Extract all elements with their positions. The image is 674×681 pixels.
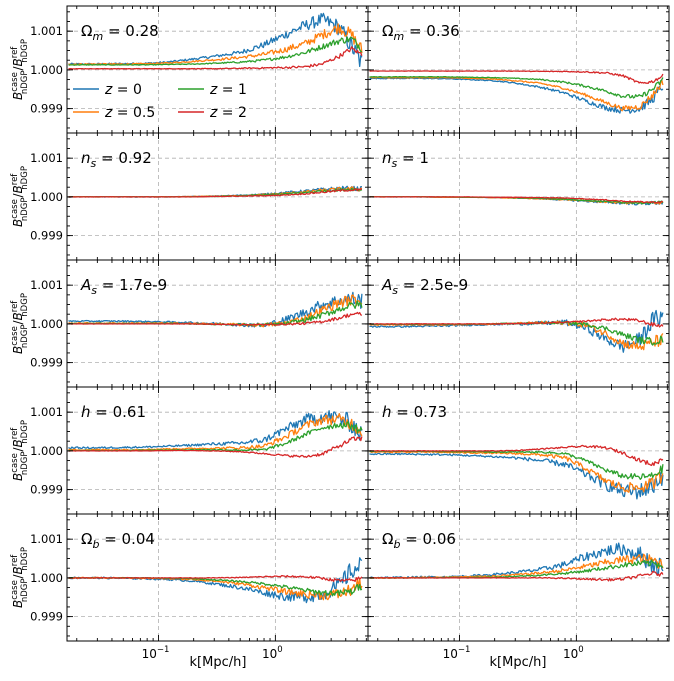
series-line [68,413,363,451]
series-line [68,421,363,452]
panel-parameter-label: Ωm = 0.28 [81,22,159,43]
x-tick-label: 10−1 [142,645,170,661]
series-line [369,70,664,84]
legend: z = 0 z = 0.5 z = 1 z = 2 [73,82,247,121]
series-line [369,75,664,99]
y-axis-label: BcasenDGP/BrefnDGP [10,420,30,481]
series-line [68,574,363,583]
x-tick-label: 100 [563,645,584,661]
y-tick-label: 0.999 [30,610,63,624]
series-line [369,196,664,204]
series-line [68,311,363,326]
legend-label: z = 2 [209,105,247,121]
panel: Ωm = 0.36 [367,5,670,134]
legend-label: z = 1 [209,82,247,98]
series-line [369,450,664,480]
series-line [68,436,363,458]
series-line [369,553,664,580]
x-axis-label: k[Mpc/h] [190,655,247,670]
series-line [369,450,664,493]
series-line [369,444,664,467]
y-tick-label: 1.001 [30,278,63,292]
y-tick-label: 1.001 [30,405,63,419]
series-line [68,46,363,70]
series-line [369,570,664,582]
axis-labels: k[Mpc/h] k[Mpc/h] [190,655,547,670]
y-tick-label: 0.999 [30,483,63,497]
y-tick-label: 1.000 [30,444,63,458]
legend-label: z = 0.5 [104,105,155,121]
y-tick-label: 1.000 [30,190,63,204]
series-line [68,188,363,198]
y-tick-label: 1.000 [30,63,63,77]
series-line [68,23,363,66]
y-axis-label: BcasenDGP/BrefnDGP [10,293,30,354]
series-line [369,76,664,112]
panel-parameter-label: h = 0.61 [81,403,146,421]
panel: ns = 1 [367,132,670,261]
panel-parameter-label: As = 2.5e-9 [381,276,468,297]
y-tick-label: 0.999 [30,229,63,243]
y-tick-label: 0.999 [30,356,63,370]
series-line [369,317,664,328]
panel-parameter-label: Ωb = 0.06 [382,530,456,551]
panel-parameter-label: ns = 1 [382,149,429,170]
series-line [68,576,363,597]
y-tick-label: 1.001 [30,151,63,165]
x-tick-label: 100 [262,645,283,661]
y-tick-label: 0.999 [30,102,63,116]
y-axis-label: BcasenDGP/BrefnDGP [10,166,30,227]
panel-parameter-label: ns = 0.92 [81,149,152,170]
panel: As = 2.5e-9 [367,259,670,388]
panel-parameter-label: Ωb = 0.04 [81,530,155,551]
legend-label: z = 0 [104,82,142,98]
panel-parameter-label: As = 1.7e-9 [80,276,167,297]
y-tick-label: 1.001 [30,532,63,546]
panel: 10−1 100 Ωb = 0.06 [367,513,670,661]
x-tick-label: 10−1 [443,645,471,661]
y-tick-label: 1.000 [30,571,63,585]
series-line [369,452,664,500]
y-tick-label: 1.001 [30,24,63,38]
y-tick-label: 1.000 [30,317,63,331]
x-axis-label: k[Mpc/h] [490,655,547,670]
y-axis-label: BcasenDGP/BrefnDGP [10,547,30,608]
panel: h = 0.73 [367,386,670,515]
series-line [369,309,664,353]
panel-parameter-label: h = 0.73 [382,403,447,421]
y-axis-label: BcasenDGP/BrefnDGP [10,39,30,100]
series-line [68,36,363,66]
panel-parameter-label: Ωm = 0.36 [382,22,460,43]
